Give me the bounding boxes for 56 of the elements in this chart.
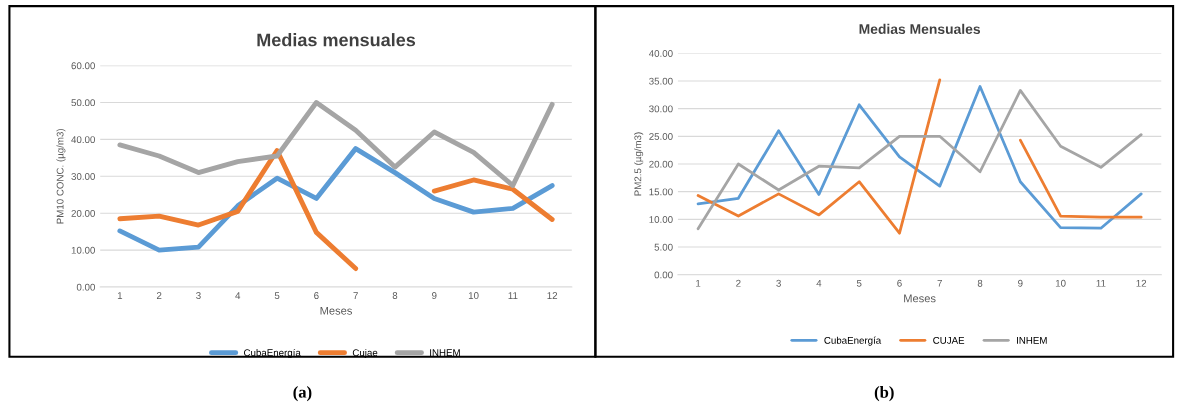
y-tick-label: 20.00 (71, 209, 95, 217)
line-series (117, 146, 555, 253)
y-tick-label: 60.00 (71, 62, 95, 70)
y-tick-label: 0.00 (654, 271, 673, 279)
chart-title: Medias mensuales (257, 33, 416, 47)
y-axis-title: PM2.5 (µg/m3) (634, 132, 644, 196)
legend-label: CubaEnergía (244, 348, 301, 359)
x-tick-label: 10 (1055, 279, 1066, 287)
text: (b) (874, 386, 894, 402)
y-tick-label: 35.00 (649, 77, 673, 85)
x-tick-label: 1 (117, 292, 123, 299)
x-tick-label: 11 (1096, 279, 1106, 287)
x-tick-label: 10 (468, 292, 479, 299)
x-tick-label: 5 (274, 292, 280, 299)
x-axis-title: Meses (320, 306, 352, 315)
x-tick-label: 1 (696, 279, 701, 287)
y-tick-label: 40.00 (71, 136, 95, 144)
y-tick-label: 40.00 (648, 50, 673, 57)
y-tick-label: 10.00 (71, 246, 95, 254)
chart-title: Medias Mensuales (859, 23, 981, 34)
x-tick-label: 8 (392, 292, 398, 299)
x-tick-label: 7 (937, 279, 942, 287)
x-tick-label: 11 (508, 292, 518, 299)
x-tick-label: 6 (314, 292, 319, 299)
x-tick-label: 2 (156, 292, 162, 299)
y-tick-label: 10.00 (649, 216, 673, 223)
x-tick-label: 9 (1018, 279, 1023, 287)
line-series (117, 100, 555, 188)
y-tick-label: 20.00 (649, 160, 673, 168)
text: (a) (293, 386, 312, 402)
legend-label: CubaEnergía (824, 336, 882, 346)
x-tick-label: 7 (353, 292, 358, 299)
x-tick-label: 6 (897, 279, 902, 287)
x-axis-title: Meses (904, 294, 936, 303)
y-tick-label: 50.00 (71, 99, 95, 107)
x-tick-label: 4 (816, 279, 822, 287)
x-tick-label: 3 (196, 292, 201, 299)
y-tick-label: 15.00 (649, 188, 673, 196)
x-tick-label: 4 (235, 292, 241, 299)
x-tick-label: 12 (1136, 279, 1147, 287)
legend-label: Cujae (352, 349, 378, 359)
x-tick-label: 2 (736, 279, 741, 287)
y-tick-label: 25.00 (649, 133, 673, 140)
x-tick-label: 9 (432, 292, 437, 299)
legend-label: CUJAE (933, 336, 965, 344)
x-tick-label: 8 (977, 279, 983, 287)
y-tick-label: 0.00 (76, 283, 95, 291)
legend-label: INHEM (430, 349, 460, 357)
y-axis-title: PM10 CONC. (µg/m3) (56, 128, 66, 224)
x-tick-label: 5 (856, 279, 862, 287)
y-tick-label: 30.00 (649, 105, 673, 113)
y-tick-label: 30.00 (71, 173, 95, 180)
legend-label: INHEM (1017, 337, 1047, 344)
y-tick-label: 5.00 (654, 243, 673, 251)
x-tick-label: 3 (776, 279, 781, 287)
x-tick-label: 12 (547, 292, 558, 299)
